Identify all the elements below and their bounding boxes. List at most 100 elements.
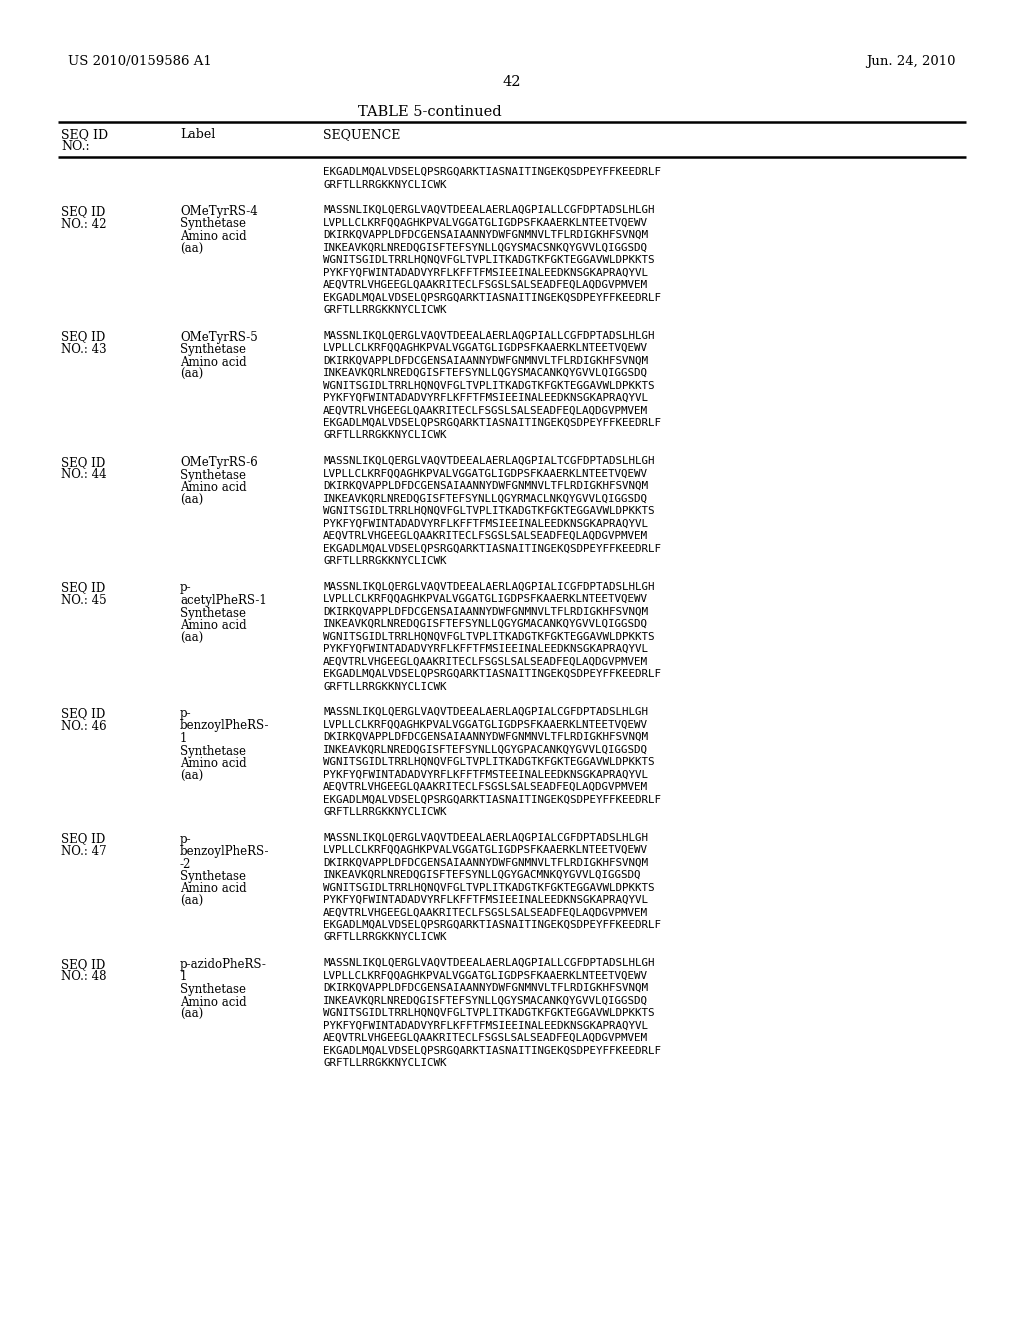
Text: WGNITSGIDLTRRLHQNQVFGLTVPLITKADGTKFGKTEGGAVWLDPKKTS: WGNITSGIDLTRRLHQNQVFGLTVPLITKADGTKFGKTEG… (323, 631, 654, 642)
Text: DKIRKQVAPPLDFDCGENSAIAANNYDWFGNMNVLTFLRDIGKHFSVNQM: DKIRKQVAPPLDFDCGENSAIAANNYDWFGNMNVLTFLRD… (323, 355, 648, 366)
Text: WGNITSGIDLTRRLHQNQVFGLTVPLITKADGTKFGKTEGGAVWLDPKKTS: WGNITSGIDLTRRLHQNQVFGLTVPLITKADGTKFGKTEG… (323, 380, 654, 391)
Text: Amino acid: Amino acid (180, 230, 247, 243)
Text: GRFTLLRRGKKNYCLICWK: GRFTLLRRGKKNYCLICWK (323, 1059, 446, 1068)
Text: INKEAVKQRLNREDQGISFTEFSYNLLQGYSMACSNKQYGVVLQIGGSDQ: INKEAVKQRLNREDQGISFTEFSYNLLQGYSMACSNKQYG… (323, 243, 648, 252)
Text: GRFTLLRRGKKNYCLICWK: GRFTLLRRGKKNYCLICWK (323, 807, 446, 817)
Text: Synthetase: Synthetase (180, 343, 246, 356)
Text: NO.: 48: NO.: 48 (61, 970, 106, 983)
Text: (aa): (aa) (180, 243, 203, 256)
Text: AEQVTRLVHGEEGLQAAKRITECLFSGSLSALSEADFEQLAQDGVPMVEM: AEQVTRLVHGEEGLQAAKRITECLFSGSLSALSEADFEQL… (323, 280, 648, 290)
Text: WGNITSGIDLTRRLHQNQVFGLTVPLITKADGTKFGKTEGGAVWLDPKKTS: WGNITSGIDLTRRLHQNQVFGLTVPLITKADGTKFGKTEG… (323, 1008, 654, 1018)
Text: Synthetase: Synthetase (180, 870, 246, 883)
Text: WGNITSGIDLTRRLHQNQVFGLTVPLITKADGTKFGKTEGGAVWLDPKKTS: WGNITSGIDLTRRLHQNQVFGLTVPLITKADGTKFGKTEG… (323, 255, 654, 265)
Text: Amino acid: Amino acid (180, 619, 247, 632)
Text: SEQ ID: SEQ ID (61, 958, 105, 972)
Text: LVPLLCLKRFQQAGHKPVALVGGATGLIGDPSFKAAERKLNTEETVQEWV: LVPLLCLKRFQQAGHKPVALVGGATGLIGDPSFKAAERKL… (323, 719, 648, 730)
Text: DKIRKQVAPPLDFDCGENSAIAANNYDWFGNMNVLTFLRDIGKHFSVNQM: DKIRKQVAPPLDFDCGENSAIAANNYDWFGNMNVLTFLRD… (323, 858, 648, 867)
Text: AEQVTRLVHGEEGLQAAKRITECLFSGSLSALSEADFEQLAQDGVPMVEM: AEQVTRLVHGEEGLQAAKRITECLFSGSLSALSEADFEQL… (323, 531, 648, 541)
Text: INKEAVKQRLNREDQGISFTEFSYNLLQGYGMACANKQYGVVLQIGGSDQ: INKEAVKQRLNREDQGISFTEFSYNLLQGYGMACANKQYG… (323, 619, 648, 630)
Text: SEQ ID: SEQ ID (61, 582, 105, 594)
Text: TABLE 5-continued: TABLE 5-continued (358, 106, 502, 119)
Text: MASSNLIKQLQERGLVAQVTDEEALAERLAQGPIALICGFDPTADSLHLGH: MASSNLIKQLQERGLVAQVTDEEALAERLAQGPIALICGF… (323, 582, 654, 591)
Text: EKGADLMQALVDSELQPSRGQARKTIASNAITINGEKQSDPEYFFKEEDRLF: EKGADLMQALVDSELQPSRGQARKTIASNAITINGEKQSD… (323, 168, 662, 177)
Text: PYKFYQFWINTADADVYRFLKFFTFMSIEEINALEEDKNSGKAPRAQYVL: PYKFYQFWINTADADVYRFLKFFTFMSIEEINALEEDKNS… (323, 268, 648, 277)
Text: DKIRKQVAPPLDFDCGENSAIAANNYDWFGNMNVLTFLRDIGKHFSVNQM: DKIRKQVAPPLDFDCGENSAIAANNYDWFGNMNVLTFLRD… (323, 983, 648, 993)
Text: 1: 1 (180, 733, 187, 744)
Text: MASSNLIKQLQERGLVAQVTDEEALAERLAQGPIALLCGFDPTADSLHLGH: MASSNLIKQLQERGLVAQVTDEEALAERLAQGPIALLCGF… (323, 205, 654, 215)
Text: p-: p- (180, 582, 191, 594)
Text: EKGADLMQALVDSELQPSRGQARKTIASNAITINGEKQSDPEYFFKEEDRLF: EKGADLMQALVDSELQPSRGQARKTIASNAITINGEKQSD… (323, 418, 662, 428)
Text: 1: 1 (180, 970, 187, 983)
Text: SEQ ID: SEQ ID (61, 833, 105, 846)
Text: MASSNLIKQLQERGLVAQVTDEEALAERLAQGPIALLCGFDPTADSLHLGH: MASSNLIKQLQERGLVAQVTDEEALAERLAQGPIALLCGF… (323, 958, 654, 968)
Text: INKEAVKQRLNREDQGISFTEFSYNLLQGYGPACANKQYGVVLQIGGSDQ: INKEAVKQRLNREDQGISFTEFSYNLLQGYGPACANKQYG… (323, 744, 648, 755)
Text: Synthetase: Synthetase (180, 744, 246, 758)
Text: benzoylPheRS-: benzoylPheRS- (180, 845, 269, 858)
Text: GRFTLLRRGKKNYCLICWK: GRFTLLRRGKKNYCLICWK (323, 681, 446, 692)
Text: Amino acid: Amino acid (180, 480, 247, 494)
Text: p-: p- (180, 833, 191, 846)
Text: p-azidoPheRS-: p-azidoPheRS- (180, 958, 267, 972)
Text: -2: -2 (180, 858, 191, 870)
Text: LVPLLCLKRFQQAGHKPVALVGGATGLIGDPSFKAAERKLNTEETVQEWV: LVPLLCLKRFQQAGHKPVALVGGATGLIGDPSFKAAERKL… (323, 218, 648, 227)
Text: DKIRKQVAPPLDFDCGENSAIAANNYDWFGNMNVLTFLRDIGKHFSVNQM: DKIRKQVAPPLDFDCGENSAIAANNYDWFGNMNVLTFLRD… (323, 230, 648, 240)
Text: AEQVTRLVHGEEGLQAAKRITECLFSGSLSALSEADFEQLAQDGVPMVEM: AEQVTRLVHGEEGLQAAKRITECLFSGSLSALSEADFEQL… (323, 1034, 648, 1043)
Text: LVPLLCLKRFQQAGHKPVALVGGATGLIGDPSFKAAERKLNTEETVQEWV: LVPLLCLKRFQQAGHKPVALVGGATGLIGDPSFKAAERKL… (323, 469, 648, 479)
Text: WGNITSGIDLTRRLHQNQVFGLTVPLITKADGTKFGKTEGGAVWLDPKKTS: WGNITSGIDLTRRLHQNQVFGLTVPLITKADGTKFGKTEG… (323, 756, 654, 767)
Text: EKGADLMQALVDSELQPSRGQARKTIASNAITINGEKQSDPEYFFKEEDRLF: EKGADLMQALVDSELQPSRGQARKTIASNAITINGEKQSD… (323, 795, 662, 804)
Text: acetylPheRS-1: acetylPheRS-1 (180, 594, 266, 607)
Text: DKIRKQVAPPLDFDCGENSAIAANNYDWFGNMNVLTFLRDIGKHFSVNQM: DKIRKQVAPPLDFDCGENSAIAANNYDWFGNMNVLTFLRD… (323, 480, 648, 491)
Text: Label: Label (180, 128, 215, 141)
Text: Amino acid: Amino acid (180, 995, 247, 1008)
Text: Synthetase: Synthetase (180, 469, 246, 482)
Text: US 2010/0159586 A1: US 2010/0159586 A1 (68, 55, 212, 69)
Text: Synthetase: Synthetase (180, 983, 246, 997)
Text: LVPLLCLKRFQQAGHKPVALVGGATGLIGDPSFKAAERKLNTEETVQEWV: LVPLLCLKRFQQAGHKPVALVGGATGLIGDPSFKAAERKL… (323, 343, 648, 352)
Text: PYKFYQFWINTADADVYRFLKFFTFMSIEEINALEEDKNSGKAPRAQYVL: PYKFYQFWINTADADVYRFLKFFTFMSIEEINALEEDKNS… (323, 519, 648, 528)
Text: GRFTLLRRGKKNYCLICWK: GRFTLLRRGKKNYCLICWK (323, 430, 446, 441)
Text: Amino acid: Amino acid (180, 355, 247, 368)
Text: AEQVTRLVHGEEGLQAAKRITECLFSGSLSALSEADFEQLAQDGVPMVEM: AEQVTRLVHGEEGLQAAKRITECLFSGSLSALSEADFEQL… (323, 405, 648, 416)
Text: 42: 42 (503, 75, 521, 88)
Text: (aa): (aa) (180, 494, 203, 507)
Text: NO.:: NO.: (61, 140, 90, 153)
Text: PYKFYQFWINTADADVYRFLKFFTFMSIEEINALEEDKNSGKAPRAQYVL: PYKFYQFWINTADADVYRFLKFFTFMSIEEINALEEDKNS… (323, 644, 648, 653)
Text: PYKFYQFWINTADADVYRFLKFFTFMSTEEINALEEDKNSGKAPRAQYVL: PYKFYQFWINTADADVYRFLKFFTFMSTEEINALEEDKNS… (323, 770, 648, 780)
Text: EKGADLMQALVDSELQPSRGQARKTIASNAITINGEKQSDPEYFFKEEDRLF: EKGADLMQALVDSELQPSRGQARKTIASNAITINGEKQSD… (323, 1045, 662, 1056)
Text: EKGADLMQALVDSELQPSRGQARKTIASNAITINGEKQSDPEYFFKEEDRLF: EKGADLMQALVDSELQPSRGQARKTIASNAITINGEKQSD… (323, 544, 662, 553)
Text: Amino acid: Amino acid (180, 883, 247, 895)
Text: EKGADLMQALVDSELQPSRGQARKTIASNAITINGEKQSDPEYFFKEEDRLF: EKGADLMQALVDSELQPSRGQARKTIASNAITINGEKQSD… (323, 669, 662, 678)
Text: AEQVTRLVHGEEGLQAAKRITECLFSGSLSALSEADFEQLAQDGVPMVEM: AEQVTRLVHGEEGLQAAKRITECLFSGSLSALSEADFEQL… (323, 656, 648, 667)
Text: WGNITSGIDLTRRLHQNQVFGLTVPLITKADGTKFGKTEGGAVWLDPKKTS: WGNITSGIDLTRRLHQNQVFGLTVPLITKADGTKFGKTEG… (323, 883, 654, 892)
Text: (aa): (aa) (180, 631, 203, 644)
Text: GRFTLLRRGKKNYCLICWK: GRFTLLRRGKKNYCLICWK (323, 305, 446, 315)
Text: NO.: 44: NO.: 44 (61, 469, 106, 482)
Text: NO.: 45: NO.: 45 (61, 594, 106, 607)
Text: NO.: 43: NO.: 43 (61, 343, 106, 356)
Text: DKIRKQVAPPLDFDCGENSAIAANNYDWFGNMNVLTFLRDIGKHFSVNQM: DKIRKQVAPPLDFDCGENSAIAANNYDWFGNMNVLTFLRD… (323, 733, 648, 742)
Text: INKEAVKQRLNREDQGISFTEFSYNLLQGYRMACLNKQYGVVLQIGGSDQ: INKEAVKQRLNREDQGISFTEFSYNLLQGYRMACLNKQYG… (323, 494, 648, 503)
Text: Synthetase: Synthetase (180, 606, 246, 619)
Text: OMeTyrRS-5: OMeTyrRS-5 (180, 330, 258, 343)
Text: NO.: 42: NO.: 42 (61, 218, 106, 231)
Text: SEQ ID: SEQ ID (61, 708, 105, 719)
Text: Synthetase: Synthetase (180, 218, 246, 231)
Text: MASSNLIKQLQERGLVAQVTDEEALAERLAQGPIALLCGFDPTADSLHLGH: MASSNLIKQLQERGLVAQVTDEEALAERLAQGPIALLCGF… (323, 330, 654, 341)
Text: (aa): (aa) (180, 1008, 203, 1020)
Text: LVPLLCLKRFQQAGHKPVALVGGATGLIGDPSFKAAERKLNTEETVQEWV: LVPLLCLKRFQQAGHKPVALVGGATGLIGDPSFKAAERKL… (323, 845, 648, 855)
Text: benzoylPheRS-: benzoylPheRS- (180, 719, 269, 733)
Text: SEQ ID: SEQ ID (61, 128, 109, 141)
Text: Amino acid: Amino acid (180, 756, 247, 770)
Text: PYKFYQFWINTADADVYRFLKFFTFMSIEEINALEEDKNSGKAPRAQYVL: PYKFYQFWINTADADVYRFLKFFTFMSIEEINALEEDKNS… (323, 1020, 648, 1031)
Text: OMeTyrRS-4: OMeTyrRS-4 (180, 205, 258, 218)
Text: DKIRKQVAPPLDFDCGENSAIAANNYDWFGNMNVLTFLRDIGKHFSVNQM: DKIRKQVAPPLDFDCGENSAIAANNYDWFGNMNVLTFLRD… (323, 606, 648, 616)
Text: SEQ ID: SEQ ID (61, 330, 105, 343)
Text: p-: p- (180, 708, 191, 719)
Text: EKGADLMQALVDSELQPSRGQARKTIASNAITINGEKQSDPEYFFKEEDRLF: EKGADLMQALVDSELQPSRGQARKTIASNAITINGEKQSD… (323, 293, 662, 302)
Text: NO.: 47: NO.: 47 (61, 845, 106, 858)
Text: SEQ ID: SEQ ID (61, 205, 105, 218)
Text: LVPLLCLKRFQQAGHKPVALVGGATGLIGDPSFKAAERKLNTEETVQEWV: LVPLLCLKRFQQAGHKPVALVGGATGLIGDPSFKAAERKL… (323, 594, 648, 605)
Text: WGNITSGIDLTRRLHQNQVFGLTVPLITKADGTKFGKTEGGAVWLDPKKTS: WGNITSGIDLTRRLHQNQVFGLTVPLITKADGTKFGKTEG… (323, 506, 654, 516)
Text: GRFTLLRRGKKNYCLICWK: GRFTLLRRGKKNYCLICWK (323, 932, 446, 942)
Text: PYKFYQFWINTADADVYRFLKFFTFMSIEEINALEEDKNSGKAPRAQYVL: PYKFYQFWINTADADVYRFLKFFTFMSIEEINALEEDKNS… (323, 393, 648, 403)
